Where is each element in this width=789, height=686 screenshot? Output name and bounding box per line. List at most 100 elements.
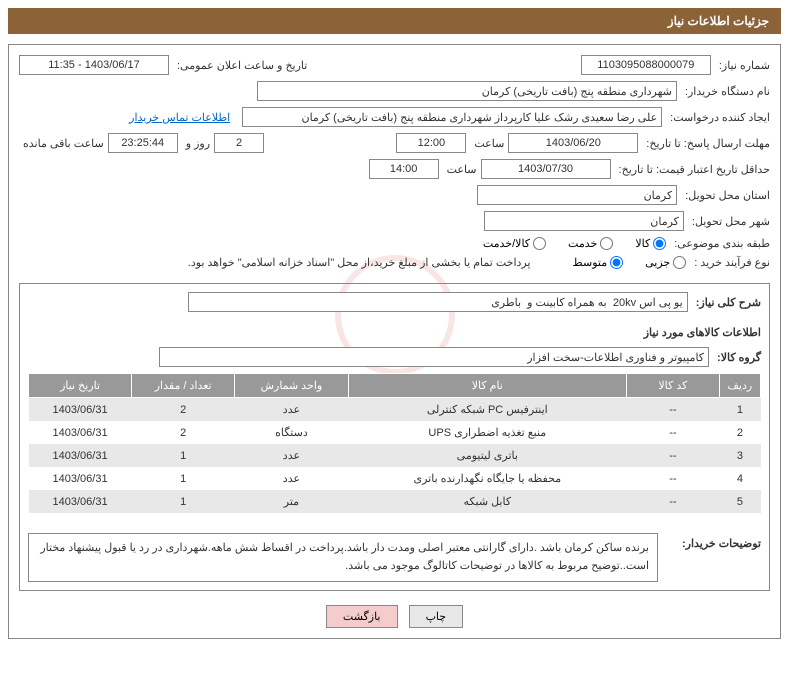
th-name: نام کالا [348,374,626,398]
cell-name: منبع تغذیه اضطراری UPS [348,421,626,444]
cell-name: باتری لیتیومی [348,444,626,467]
cell-code: -- [626,444,719,467]
time-label-1: ساعت [474,137,504,150]
group-label: گروه کالا: [717,351,761,364]
radio-kala-label: کالا [635,237,650,250]
radio-kala-khadamat-label: کالا/خدمت [483,237,530,250]
cell-qty: 1 [132,467,235,490]
time-label-2: ساعت [447,163,477,176]
days-label: روز و [186,137,210,150]
cell-date: 1403/06/31 [29,398,132,422]
product-table: ردیف کد کالا نام کالا واحد شمارش تعداد /… [28,373,761,513]
cell-qty: 2 [132,421,235,444]
cell-unit: متر [235,490,348,513]
validity-time-input[interactable] [369,159,439,179]
back-button[interactable]: بازگشت [326,605,398,628]
process-label: نوع فرآیند خرید : [694,256,770,269]
reply-deadline-label: مهلت ارسال پاسخ: تا تاریخ: [646,137,770,150]
button-row: چاپ بازگشت [19,605,770,628]
remaining-label: ساعت باقی مانده [23,137,104,150]
days-input[interactable] [214,133,264,153]
cell-unit: دستگاه [235,421,348,444]
th-date: تاریخ نیاز [29,374,132,398]
cell-code: -- [626,490,719,513]
cell-row: 5 [719,490,760,513]
table-row: 4 -- محفظه یا جایگاه نگهدارنده باتری عدد… [29,467,761,490]
reply-time-input[interactable] [396,133,466,153]
need-number-input[interactable] [581,55,711,75]
cell-unit: عدد [235,398,348,422]
radio-motevaset-label: متوسط [573,256,608,269]
cell-code: -- [626,467,719,490]
need-title-input[interactable] [188,292,688,312]
th-row: ردیف [719,374,760,398]
province-label: استان محل تحویل: [685,189,770,202]
radio-kala-item[interactable]: کالا [635,237,666,250]
cell-row: 1 [719,398,760,422]
requester-input[interactable] [242,107,662,127]
need-number-label: شماره نیاز: [719,59,770,72]
radio-jozi-label: جزیی [645,256,670,269]
th-qty: تعداد / مقدار [132,374,235,398]
radio-khadamat-label: خدمت [568,237,597,250]
announce-input[interactable] [19,55,169,75]
needs-section: شرح کلی نیاز: اطلاعات کالاهای مورد نیاز … [19,283,770,591]
cell-row: 3 [719,444,760,467]
buyer-desc-label: توضیحات خریدار: [666,523,761,550]
cell-date: 1403/06/31 [29,467,132,490]
cell-code: -- [626,421,719,444]
th-code: کد کالا [626,374,719,398]
content-wrapper: شماره نیاز: تاریخ و ساعت اعلان عمومی: نا… [8,44,781,639]
table-row: 5 -- کابل شبکه متر 1 1403/06/31 [29,490,761,513]
radio-jozi-item[interactable]: جزیی [645,256,686,269]
cell-qty: 1 [132,490,235,513]
radio-kala[interactable] [653,237,666,250]
cell-code: -- [626,398,719,422]
cell-date: 1403/06/31 [29,490,132,513]
table-row: 2 -- منبع تغذیه اضطراری UPS دستگاه 2 140… [29,421,761,444]
province-input[interactable] [477,185,677,205]
cell-row: 2 [719,421,760,444]
radio-motevaset-item[interactable]: متوسط [573,256,624,269]
page-header: جزئیات اطلاعات نیاز [8,8,781,34]
validity-date-input[interactable] [481,159,611,179]
city-input[interactable] [484,211,684,231]
radio-kala-khadamat[interactable] [533,237,546,250]
th-unit: واحد شمارش [235,374,348,398]
need-title-label: شرح کلی نیاز: [696,296,761,309]
buyer-input[interactable] [257,81,677,101]
category-label: طبقه بندی موضوعی: [674,237,770,250]
table-row: 1 -- اینترفیس PC شبکه کنترلی عدد 2 1403/… [29,398,761,422]
cell-qty: 2 [132,398,235,422]
contact-link[interactable]: اطلاعات تماس خریدار [129,111,230,124]
print-button[interactable]: چاپ [409,605,464,628]
cell-date: 1403/06/31 [29,421,132,444]
city-label: شهر محل تحویل: [692,215,770,228]
validity-label: حداقل تاریخ اعتبار قیمت: تا تاریخ: [619,163,770,176]
reply-date-input[interactable] [508,133,638,153]
requester-label: ایجاد کننده درخواست: [670,111,770,124]
radio-kala-khadamat-item[interactable]: کالا/خدمت [483,237,546,250]
process-note: پرداخت تمام یا بخشی از مبلغ خرید،از محل … [188,256,531,269]
buyer-desc-box: برنده ساکن کرمان باشد .دارای گارانتی معت… [28,533,658,582]
cell-qty: 1 [132,444,235,467]
table-row: 3 -- باتری لیتیومی عدد 1 1403/06/31 [29,444,761,467]
goods-section-title: اطلاعات کالاهای مورد نیاز [28,326,761,339]
remaining-time-input[interactable] [108,133,178,153]
cell-row: 4 [719,467,760,490]
announce-label: تاریخ و ساعت اعلان عمومی: [177,59,307,72]
cell-name: اینترفیس PC شبکه کنترلی [348,398,626,422]
buyer-label: نام دستگاه خریدار: [685,85,770,98]
radio-khadamat-item[interactable]: خدمت [568,237,613,250]
radio-motevaset[interactable] [610,256,623,269]
radio-jozi[interactable] [673,256,686,269]
page-title: جزئیات اطلاعات نیاز [668,14,769,28]
radio-khadamat[interactable] [600,237,613,250]
cell-unit: عدد [235,444,348,467]
cell-name: کابل شبکه [348,490,626,513]
cell-name: محفظه یا جایگاه نگهدارنده باتری [348,467,626,490]
category-radio-group: کالا خدمت کالا/خدمت [465,237,666,250]
group-input[interactable] [159,347,709,367]
cell-date: 1403/06/31 [29,444,132,467]
process-radio-group: جزیی متوسط [555,256,687,269]
